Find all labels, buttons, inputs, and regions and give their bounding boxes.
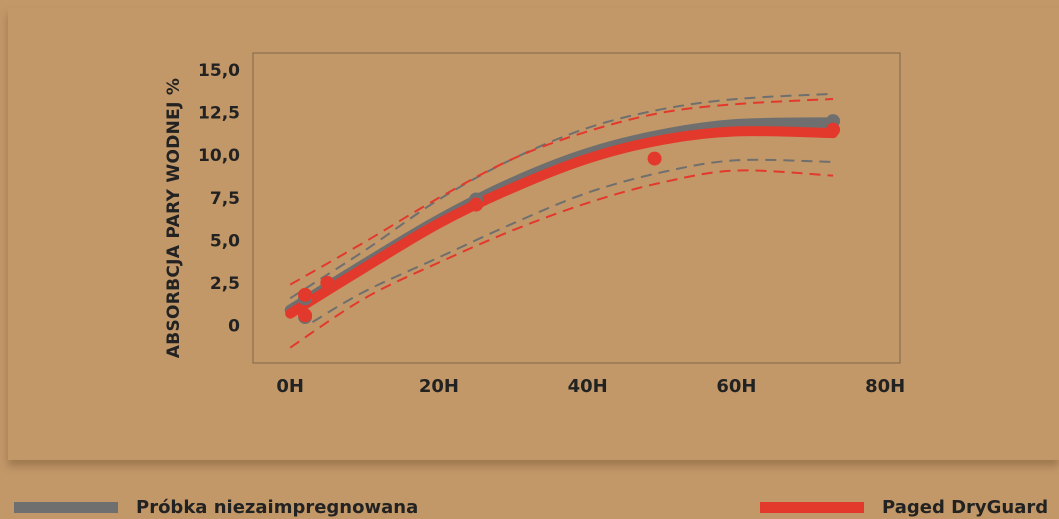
legend-item-untreated: Próbka niezaimpregnowana <box>14 497 418 518</box>
legend-item-dryguard: Paged DryGuard <box>760 497 1048 518</box>
y-tick-label: 10,0 <box>198 146 240 166</box>
x-tick-label: 60H <box>716 376 756 397</box>
chart-panel: 0 2,5 5,0 7,5 10,0 12,5 15,0 0H 20H 40H 60H 80H AB… <box>8 8 1059 460</box>
y-axis-ticks: 0 2,5 5,0 7,5 10,0 12,5 15,0 <box>198 61 240 336</box>
data-point-dryguard <box>298 308 313 323</box>
fit-line-dryguard <box>285 126 839 319</box>
y-tick-label: 15,0 <box>198 61 240 81</box>
y-axis-label: ABSORBCJA PARY WODNEJ % <box>164 78 184 359</box>
x-tick-label: 40H <box>568 376 608 397</box>
legend-swatch-dryguard <box>760 502 864 513</box>
y-tick-label: 5,0 <box>210 231 240 251</box>
plot-frame <box>252 52 901 364</box>
x-tick-label: 0H <box>276 376 304 397</box>
x-tick-label: 20H <box>419 376 459 397</box>
fit-lines <box>284 117 839 319</box>
data-point-dryguard <box>320 275 335 290</box>
data-point-dryguard <box>298 287 313 302</box>
legend-swatch-untreated <box>14 502 118 513</box>
data-point-dryguard <box>647 151 662 166</box>
ci-line-dryguard-upper <box>289 98 834 286</box>
ci-line-dryguard-lower <box>289 169 834 349</box>
y-tick-label: 12,5 <box>198 104 240 124</box>
fit-line-untreated <box>284 117 839 316</box>
y-tick-label: 0 <box>228 317 240 337</box>
legend-label-untreated: Próbka niezaimpregnowana <box>136 497 419 518</box>
data-point-dryguard <box>469 197 484 212</box>
confidence-bands <box>289 92 834 349</box>
x-axis-ticks: 0H 20H 40H 60H 80H <box>276 376 905 397</box>
x-tick-label: 80H <box>865 376 905 397</box>
ci-line-untreated-upper <box>289 92 834 300</box>
legend-label-dryguard: Paged DryGuard <box>882 497 1049 518</box>
chart: 0 2,5 5,0 7,5 10,0 12,5 15,0 0H 20H 40H 60H 80H AB… <box>164 52 905 397</box>
data-point-dryguard <box>826 122 841 137</box>
ci-line-untreated-lower <box>311 158 834 323</box>
y-tick-label: 7,5 <box>210 189 240 209</box>
data-points <box>298 114 841 325</box>
y-tick-label: 2,5 <box>210 274 240 294</box>
